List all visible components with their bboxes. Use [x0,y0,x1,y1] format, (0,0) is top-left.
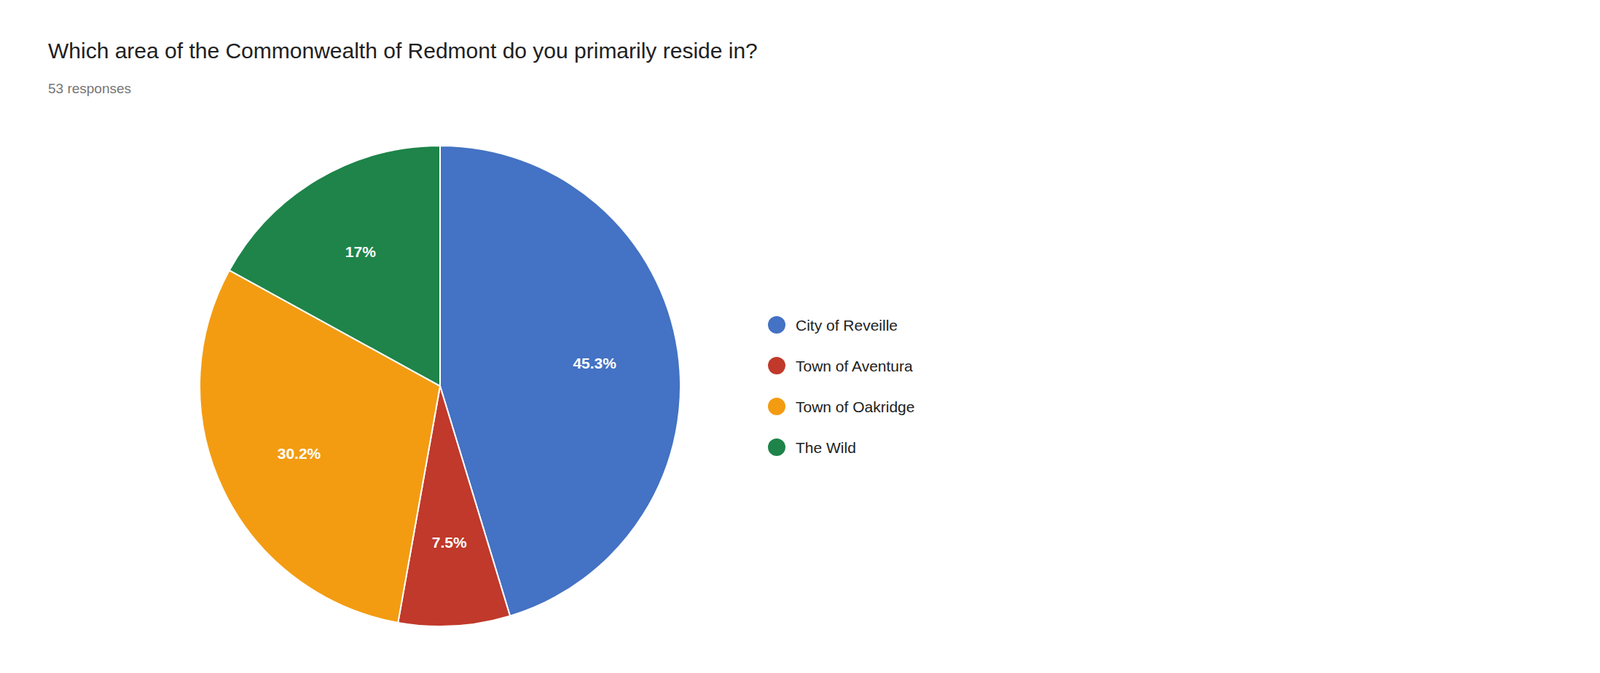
legend-item: City of Reveille [767,316,898,334]
slices [199,145,681,627]
data-labels: 45.3% 7.5% 30.2% 17% [277,243,618,551]
legend-label: Town of Aventura [795,357,913,375]
legend-label: The Wild [795,439,857,457]
legend-label: City of Reveille [795,316,898,334]
legend-item: The Wild [767,438,857,457]
legend-item: Town of Oakridge [767,397,915,416]
subtitle: 53 responses [48,80,132,97]
title: Which area of the Commonwealth of Redmon… [48,38,758,63]
legend-item: Town of Aventura [767,357,913,375]
legend-swatch [767,357,786,375]
chart: Which area of the Commonwealth of Redmon… [0,0,1600,673]
legend: City of Reveille Town of Aventura Town of … [767,316,915,457]
legend-swatch [767,397,786,416]
slice [229,145,441,387]
data-label: 17% [345,243,376,261]
legend-swatch [767,316,786,334]
data-label: 45.3% [572,354,617,372]
pie: 45.3% 7.5% 30.2% 17% [199,145,681,627]
background [0,0,1600,673]
legend-label: Town of Oakridge [795,398,915,416]
legend-swatch [767,438,786,457]
data-label: 7.5% [432,534,468,551]
data-label: 30.2% [277,445,322,462]
